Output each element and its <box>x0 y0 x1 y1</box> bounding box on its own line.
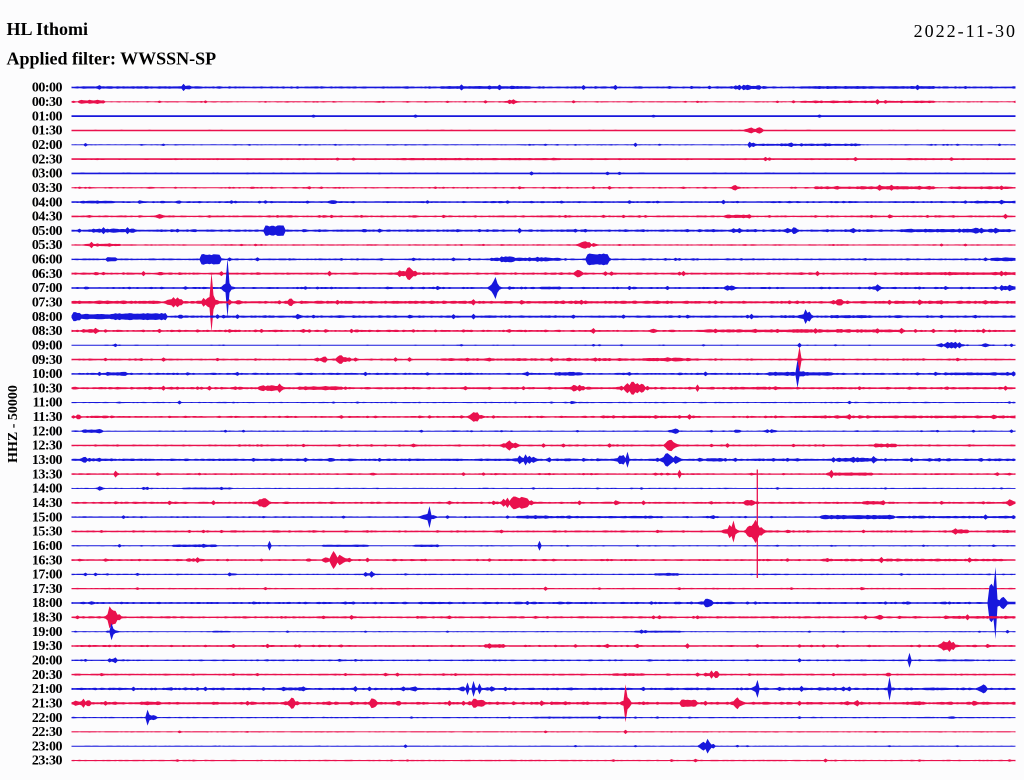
svg-text:Applied filter: WWSSN-SP: Applied filter: WWSSN-SP <box>7 49 217 69</box>
svg-text:HL Ithomi: HL Ithomi <box>7 19 89 39</box>
svg-text:03:00: 03:00 <box>32 167 63 182</box>
svg-text:19:00: 19:00 <box>32 625 63 640</box>
svg-text:04:00: 04:00 <box>32 195 63 210</box>
svg-text:23:00: 23:00 <box>32 739 63 754</box>
svg-text:11:30: 11:30 <box>33 410 63 425</box>
svg-text:22:00: 22:00 <box>32 711 63 726</box>
svg-text:13:30: 13:30 <box>32 467 63 482</box>
svg-text:HHZ - 50000: HHZ - 50000 <box>6 385 21 463</box>
svg-text:02:00: 02:00 <box>32 138 63 153</box>
svg-text:09:00: 09:00 <box>32 339 63 354</box>
svg-text:15:00: 15:00 <box>32 510 63 525</box>
svg-text:21:00: 21:00 <box>32 682 63 697</box>
svg-text:00:30: 00:30 <box>32 95 63 110</box>
svg-text:18:30: 18:30 <box>32 611 63 626</box>
svg-text:22:30: 22:30 <box>32 725 63 740</box>
svg-text:12:30: 12:30 <box>32 439 63 454</box>
svg-text:15:30: 15:30 <box>32 525 63 540</box>
svg-text:07:00: 07:00 <box>32 281 63 296</box>
svg-text:09:30: 09:30 <box>32 353 63 368</box>
svg-text:14:00: 14:00 <box>32 482 63 497</box>
svg-text:16:00: 16:00 <box>32 539 63 554</box>
svg-text:10:30: 10:30 <box>32 381 63 396</box>
svg-text:12:00: 12:00 <box>32 424 63 439</box>
svg-text:07:30: 07:30 <box>32 296 63 311</box>
svg-text:05:30: 05:30 <box>32 238 63 253</box>
svg-text:01:30: 01:30 <box>32 124 63 139</box>
svg-text:20:00: 20:00 <box>32 654 63 669</box>
svg-text:20:30: 20:30 <box>32 668 63 683</box>
svg-text:08:00: 08:00 <box>32 310 63 325</box>
svg-text:17:30: 17:30 <box>32 582 63 597</box>
svg-text:13:00: 13:00 <box>32 453 63 468</box>
svg-text:05:00: 05:00 <box>32 224 63 239</box>
svg-text:00:00: 00:00 <box>32 81 63 96</box>
svg-text:10:00: 10:00 <box>32 367 63 382</box>
svg-text:16:30: 16:30 <box>32 553 63 568</box>
svg-text:19:30: 19:30 <box>32 639 63 654</box>
svg-text:06:30: 06:30 <box>32 267 63 282</box>
svg-text:06:00: 06:00 <box>32 253 63 268</box>
svg-text:02:30: 02:30 <box>32 152 63 167</box>
svg-text:08:30: 08:30 <box>32 324 63 339</box>
svg-text:2022-11-30: 2022-11-30 <box>914 21 1017 41</box>
svg-text:21:30: 21:30 <box>32 697 63 712</box>
svg-text:17:00: 17:00 <box>32 568 63 583</box>
svg-text:04:30: 04:30 <box>32 210 63 225</box>
svg-text:01:00: 01:00 <box>32 109 63 124</box>
svg-text:11:00: 11:00 <box>33 396 63 411</box>
svg-text:23:30: 23:30 <box>32 754 63 769</box>
svg-text:03:30: 03:30 <box>32 181 63 196</box>
svg-text:14:30: 14:30 <box>32 496 63 511</box>
svg-text:18:00: 18:00 <box>32 596 63 611</box>
